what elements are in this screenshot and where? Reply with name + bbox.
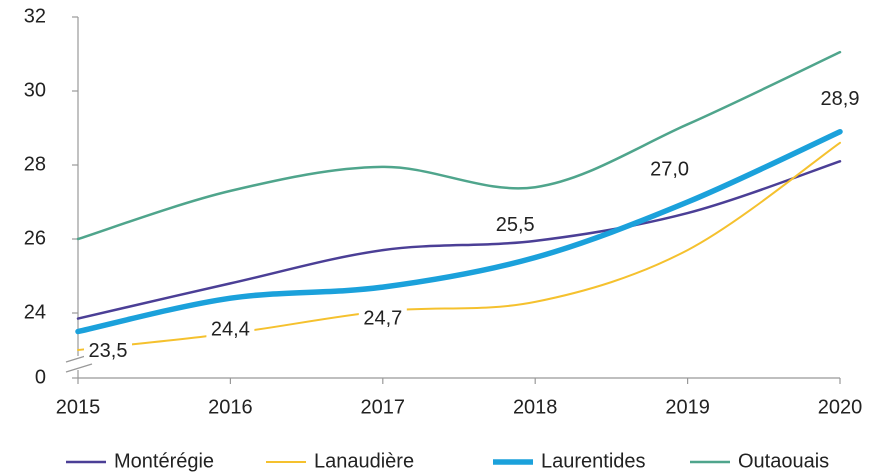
- axis-break-mark: [65, 363, 93, 373]
- series-line: [77, 141, 841, 351]
- data-label-bg: [84, 339, 132, 364]
- data-label-bg: [358, 307, 407, 332]
- series-line: [76, 160, 842, 320]
- y-tick-label: 26: [24, 227, 46, 249]
- x-tick-label: 2016: [208, 396, 253, 418]
- data-label: 24,7: [363, 307, 402, 329]
- x-tick-label: 2018: [513, 396, 558, 418]
- y-tick-label: 24: [24, 301, 46, 323]
- data-label: 24,4: [211, 318, 250, 340]
- y-tick-label: 0: [35, 366, 46, 388]
- data-label-bg: [491, 213, 540, 238]
- data-label-bg: [206, 318, 255, 343]
- series-line: [76, 50, 842, 241]
- y-tick-label: 32: [24, 5, 46, 27]
- x-tick-label: 2019: [665, 396, 710, 418]
- data-label: 27,0: [650, 158, 689, 180]
- x-tick-label: 2015: [56, 396, 101, 418]
- legend-label: Outaouais: [738, 450, 829, 472]
- x-tick-label: 2017: [361, 396, 406, 418]
- legend-label: Lanaudière: [314, 450, 414, 472]
- legend-label: Laurentides: [541, 450, 646, 472]
- data-label-bg: [645, 158, 694, 182]
- series-line: [75, 128, 843, 335]
- data-label: 23,5: [89, 340, 128, 362]
- legend: Montérégie Lanaudière Laurentides Outaouais: [66, 450, 829, 472]
- data-label-bg: [816, 87, 864, 112]
- y-tick-label: 30: [24, 79, 46, 101]
- data-label: 25,5: [496, 214, 535, 236]
- x-tick-label: 2020: [818, 396, 863, 418]
- y-tick-label: 28: [24, 153, 46, 175]
- legend-label: Montérégie: [114, 450, 214, 472]
- data-label: 28,9: [821, 88, 860, 110]
